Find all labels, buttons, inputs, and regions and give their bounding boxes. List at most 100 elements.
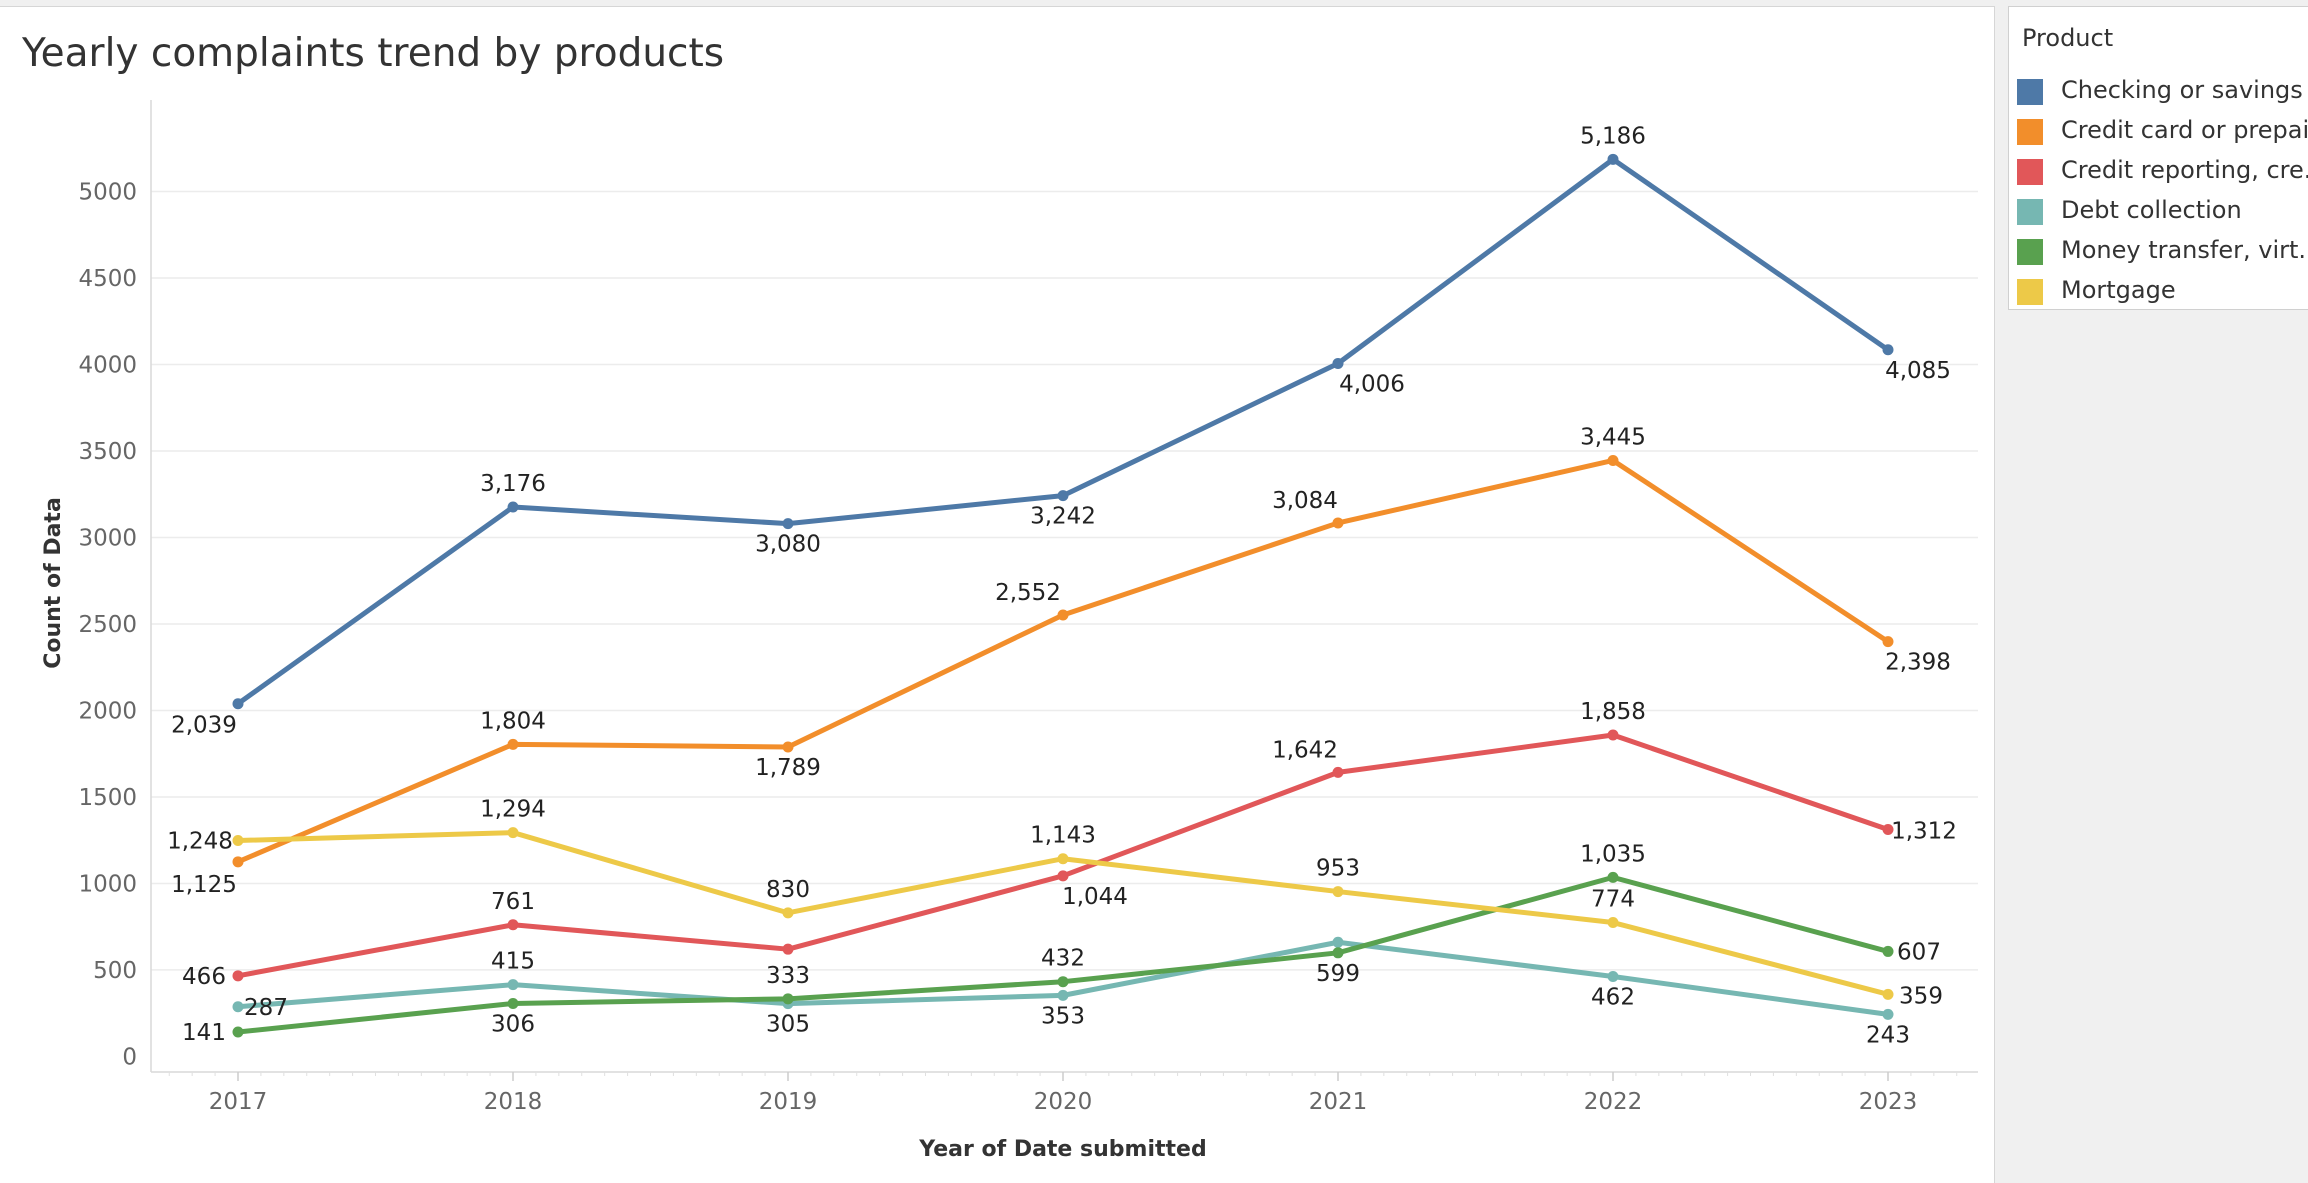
data-label: 2,398	[1885, 650, 1951, 676]
y-axis-title: Count of Data	[41, 497, 66, 669]
data-point	[1057, 853, 1069, 865]
line-chart: 0 500 1000 1500 2000 2500 3000 3500 4000 4500 5000…	[41, 100, 1978, 1162]
data-point	[507, 979, 519, 991]
x-tick-label: 2020	[1034, 1089, 1093, 1115]
legend-title: Product	[2022, 24, 2114, 52]
legend-label: Debt collection	[2061, 196, 2242, 224]
data-label: 287	[244, 995, 288, 1021]
data-point	[1057, 490, 1069, 502]
data-point	[1057, 870, 1069, 882]
x-tick-label: 2019	[759, 1089, 818, 1115]
data-label: 141	[182, 1020, 226, 1046]
data-point	[1882, 1008, 1894, 1020]
x-tick-label: 2017	[209, 1089, 268, 1115]
data-label: 306	[491, 1011, 535, 1037]
data-label: 3,176	[480, 471, 546, 497]
chart-title: Yearly complaints trend by products	[22, 31, 725, 76]
data-label: 1,804	[480, 708, 546, 734]
legend-item[interactable]: Money transfer, virt..	[2017, 231, 2308, 271]
axes: 0 500 1000 1500 2000 2500 3000 3500 4000 4500 5000…	[78, 100, 1978, 1115]
data-point	[1607, 871, 1619, 883]
y-tick-label: 4000	[78, 352, 137, 378]
data-point	[1882, 823, 1894, 835]
y-tick-label: 5000	[78, 179, 137, 205]
x-tick-label: 2018	[484, 1089, 543, 1115]
data-point	[507, 738, 519, 750]
data-point	[782, 518, 794, 530]
y-tick-label: 0	[122, 1044, 137, 1070]
data-label: 4,006	[1339, 371, 1405, 397]
data-label: 3,242	[1030, 504, 1096, 530]
x-tick-label: 2023	[1859, 1089, 1918, 1115]
data-label: 1,143	[1030, 823, 1096, 849]
x-tick-label: 2022	[1584, 1089, 1643, 1115]
data-point	[1882, 344, 1894, 356]
legend-label: Credit reporting, cre..	[2061, 156, 2308, 184]
legend-label: Credit card or prepai..	[2061, 116, 2308, 144]
data-point	[782, 943, 794, 955]
y-tick-label: 500	[93, 958, 137, 984]
data-label: 333	[766, 963, 810, 989]
data-label: 462	[1591, 985, 1635, 1011]
data-point	[1332, 936, 1344, 948]
data-label: 2,039	[171, 713, 237, 739]
data-label: 466	[182, 964, 226, 990]
data-point	[1332, 886, 1344, 898]
y-tick-label: 3500	[78, 439, 137, 465]
data-label: 953	[1316, 856, 1360, 882]
data-point	[1607, 971, 1619, 983]
data-label: 1,125	[171, 872, 237, 898]
data-point	[1882, 636, 1894, 648]
data-label: 3,080	[755, 532, 821, 558]
x-axis-title: Year of Date submitted	[918, 1137, 1206, 1162]
data-point	[232, 970, 244, 982]
data-label: 432	[1041, 946, 1085, 972]
data-point	[782, 993, 794, 1005]
data-point	[507, 827, 519, 839]
data-label: 1,044	[1062, 884, 1128, 910]
data-point	[1607, 454, 1619, 466]
legend-item[interactable]: Checking or savings ..	[2017, 71, 2308, 111]
legend-label: Checking or savings ..	[2061, 76, 2308, 104]
data-label: 1,294	[480, 797, 546, 823]
data-point	[1057, 989, 1069, 1001]
legend-swatch	[2017, 159, 2043, 185]
data-point	[232, 856, 244, 868]
data-point	[1332, 766, 1344, 778]
y-tick-label: 1500	[78, 785, 137, 811]
data-label: 5,186	[1580, 123, 1646, 149]
legend-swatch	[2017, 199, 2043, 225]
data-point	[232, 835, 244, 847]
legend-swatch	[2017, 79, 2043, 105]
data-point	[1332, 357, 1344, 369]
legend-label: Mortgage	[2061, 276, 2176, 304]
data-label: 1,789	[755, 755, 821, 781]
data-point	[232, 1026, 244, 1038]
data-label: 761	[491, 889, 535, 915]
legend-label: Money transfer, virt..	[2061, 236, 2308, 264]
gridlines	[151, 190, 1978, 971]
legend-item[interactable]: Mortgage	[2017, 271, 2308, 309]
data-point	[507, 501, 519, 513]
legend-item[interactable]: Debt collection	[2017, 191, 2308, 231]
data-label: 1,858	[1580, 699, 1646, 725]
data-label: 1,035	[1580, 841, 1646, 867]
data-label: 830	[766, 877, 810, 903]
data-label: 353	[1041, 1003, 1085, 1029]
legend-item[interactable]: Credit reporting, cre..	[2017, 151, 2308, 191]
data-point	[1057, 609, 1069, 621]
data-label: 774	[1591, 887, 1635, 913]
data-label: 2,552	[995, 580, 1061, 606]
data-label: 599	[1316, 961, 1360, 987]
data-labels: 2,039 3,176 3,080 3,242 4,006 5,186 4,085 1,125…	[167, 123, 1957, 1048]
series-points	[232, 153, 1894, 1038]
data-point	[507, 997, 519, 1009]
legend-item[interactable]: Credit card or prepai..	[2017, 111, 2308, 151]
data-point	[1332, 517, 1344, 529]
y-tick-label: 2000	[78, 698, 137, 724]
data-point	[507, 919, 519, 931]
x-tick-label: 2021	[1309, 1089, 1368, 1115]
data-point	[1882, 988, 1894, 1000]
legend-swatch	[2017, 239, 2043, 265]
data-label: 1,248	[167, 829, 233, 855]
